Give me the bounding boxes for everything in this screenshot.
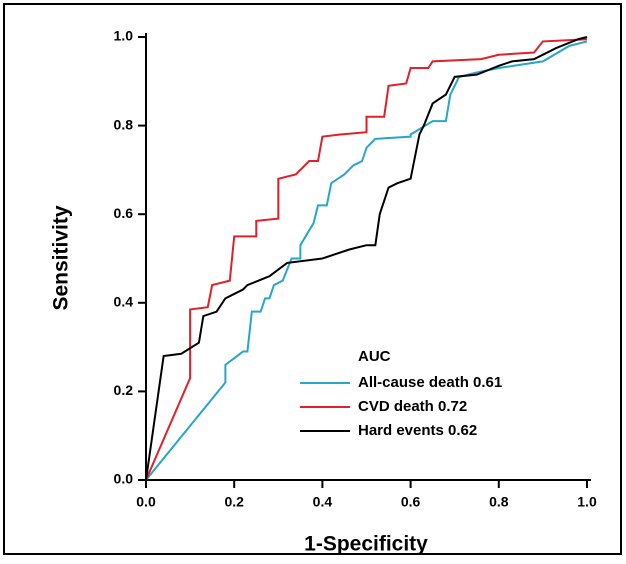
y-tick-label: 0.4 bbox=[114, 294, 134, 310]
x-tick-label: 0.0 bbox=[136, 494, 156, 510]
legend-label: All-cause death 0.61 bbox=[358, 374, 502, 391]
x-tick-label: 0.6 bbox=[401, 494, 421, 510]
x-tick-label: 1.0 bbox=[577, 494, 597, 510]
y-axis-title: Sensitivity bbox=[50, 205, 73, 310]
roc-line bbox=[145, 40, 588, 481]
roc-line bbox=[145, 36, 588, 481]
y-tick-label: 0.0 bbox=[114, 471, 134, 487]
y-tick-label: 0.8 bbox=[114, 116, 134, 132]
x-axis-title: 1-Specificity bbox=[304, 533, 428, 556]
y-tick-label: 1.0 bbox=[114, 28, 134, 44]
frame bbox=[3, 3, 622, 555]
x-tick-label: 0.2 bbox=[224, 494, 244, 510]
legend-label: Hard events 0.62 bbox=[358, 422, 477, 439]
legend-label: CVD death 0.72 bbox=[358, 398, 467, 415]
legend-title: AUC bbox=[358, 348, 391, 365]
y-tick-label: 0.2 bbox=[114, 382, 134, 398]
x-tick-label: 0.8 bbox=[489, 494, 509, 510]
y-tick-label: 0.6 bbox=[114, 205, 134, 221]
x-tick-label: 0.4 bbox=[313, 494, 333, 510]
roc-line bbox=[145, 38, 588, 481]
